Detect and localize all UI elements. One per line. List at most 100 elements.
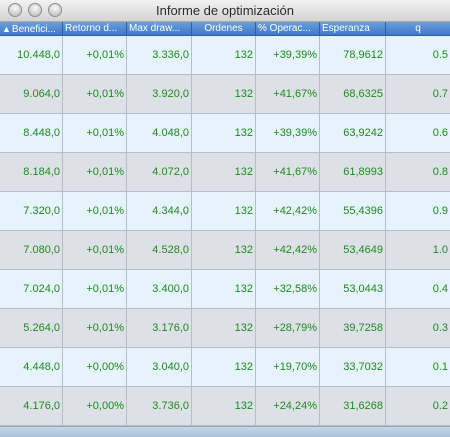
cell-max-drawdown: 3.176,0 <box>127 309 192 347</box>
column-header-max-drawdown[interactable]: Max draw... <box>127 22 192 36</box>
cell-ordenes: 132 <box>192 231 256 269</box>
cell-q: 0.4 <box>432 283 448 295</box>
cell-esperanza: 39,7258 <box>320 309 386 347</box>
table-header: ▲Benefici... Retorno d... Max draw... Or… <box>0 22 450 36</box>
cell-beneficio: 8.448,0 <box>0 114 63 152</box>
cell-retorno: +0,01% <box>63 309 127 347</box>
cell-retorno: +0,00% <box>63 348 127 386</box>
cell-q: 0.9 <box>432 205 448 217</box>
cell-beneficio: 7.024,0 <box>0 270 63 308</box>
column-header-operaciones[interactable]: % Operac... <box>256 22 320 36</box>
column-header-esperanza[interactable]: Esperanza <box>320 22 386 36</box>
window-titlebar: Informe de optimización <box>0 0 450 22</box>
column-header-label: Esperanza <box>322 23 370 34</box>
cell-max-drawdown: 3.920,0 <box>127 75 192 113</box>
sort-arrow-up-icon: ▲ <box>2 24 11 34</box>
column-header-ordenes[interactable]: Ordenes <box>192 22 256 36</box>
cell-esperanza: 53,0443 <box>320 270 386 308</box>
cell-ordenes: 132 <box>192 36 256 74</box>
table-row[interactable]: 7.320,0 +0,01% 4.344,0 132 +42,42% 55,4396 0.9 <box>0 192 450 231</box>
minimize-window-button[interactable] <box>28 3 42 17</box>
cell-q: 0.6 <box>432 127 448 139</box>
column-header-beneficio[interactable]: ▲Benefici... <box>0 22 63 36</box>
cell-beneficio: 9.064,0 <box>0 75 63 113</box>
cell-operaciones: +32,58% <box>256 270 320 308</box>
cell-max-drawdown: 4.072,0 <box>127 153 192 191</box>
cell-operaciones: +39,39% <box>256 114 320 152</box>
table-row[interactable]: 5.264,0 +0,01% 3.176,0 132 +28,79% 39,7258 0.3 <box>0 309 450 348</box>
results-table: 10.448,0 +0,01% 3.336,0 132 +39,39% 78,9612 0.… <box>0 36 450 426</box>
cell-esperanza: 63,9242 <box>320 114 386 152</box>
zoom-window-button[interactable] <box>48 3 62 17</box>
table-footer-bar <box>0 426 450 437</box>
cell-beneficio: 7.320,0 <box>0 192 63 230</box>
cell-esperanza: 61,8993 <box>320 153 386 191</box>
cell-beneficio: 10.448,0 <box>0 36 63 74</box>
cell-operaciones: +19,70% <box>256 348 320 386</box>
cell-operaciones: +42,42% <box>256 231 320 269</box>
cell-retorno: +0,01% <box>63 270 127 308</box>
cell-ordenes: 132 <box>192 348 256 386</box>
column-header-label: Max draw... <box>129 23 181 34</box>
cell-max-drawdown: 3.040,0 <box>127 348 192 386</box>
column-header-label: % Operac... <box>258 23 311 34</box>
cell-q: 0.2 <box>432 400 448 412</box>
cell-beneficio: 8.184,0 <box>0 153 63 191</box>
cell-ordenes: 132 <box>192 309 256 347</box>
cell-operaciones: +28,79% <box>256 309 320 347</box>
cell-operaciones: +24,24% <box>256 387 320 425</box>
cell-retorno: +0,01% <box>63 192 127 230</box>
table-row[interactable]: 4.176,0 +0,00% 3.736,0 132 +24,24% 31,6268 0.2 <box>0 387 450 426</box>
cell-max-drawdown: 3.336,0 <box>127 36 192 74</box>
cell-retorno: +0,01% <box>63 75 127 113</box>
column-header-q[interactable]: q <box>386 22 450 36</box>
cell-max-drawdown: 3.400,0 <box>127 270 192 308</box>
cell-esperanza: 31,6268 <box>320 387 386 425</box>
column-header-label: Benefici... <box>11 24 56 35</box>
cell-beneficio: 4.448,0 <box>0 348 63 386</box>
table-row[interactable]: 7.080,0 +0,01% 4.528,0 132 +42,42% 53,4649 1.0 <box>0 231 450 270</box>
cell-esperanza: 33,7032 <box>320 348 386 386</box>
cell-retorno: +0,01% <box>63 114 127 152</box>
column-header-label: Retorno d... <box>65 23 118 34</box>
window-title: Informe de optimización <box>155 3 294 18</box>
cell-q: 0.5 <box>432 49 448 61</box>
table-row[interactable]: 9.064,0 +0,01% 3.920,0 132 +41,67% 68,6325 0.7 <box>0 75 450 114</box>
cell-q: 0.1 <box>432 361 448 373</box>
table-row[interactable]: 4.448,0 +0,00% 3.040,0 132 +19,70% 33,7032 0.1 <box>0 348 450 387</box>
cell-esperanza: 78,9612 <box>320 36 386 74</box>
table-row[interactable]: 10.448,0 +0,01% 3.336,0 132 +39,39% 78,9612 0.… <box>0 36 450 75</box>
cell-ordenes: 132 <box>192 387 256 425</box>
cell-max-drawdown: 4.528,0 <box>127 231 192 269</box>
column-header-retorno[interactable]: Retorno d... <box>63 22 127 36</box>
table-row[interactable]: 8.448,0 +0,01% 4.048,0 132 +39,39% 63,9242 0.6 <box>0 114 450 153</box>
cell-beneficio: 7.080,0 <box>0 231 63 269</box>
cell-q: 1.0 <box>432 244 448 256</box>
column-header-label: q <box>415 23 421 34</box>
cell-operaciones: +41,67% <box>256 153 320 191</box>
cell-operaciones: +41,67% <box>256 75 320 113</box>
table-row[interactable]: 7.024,0 +0,01% 3.400,0 132 +32,58% 53,0443 0.4 <box>0 270 450 309</box>
cell-max-drawdown: 4.048,0 <box>127 114 192 152</box>
cell-esperanza: 53,4649 <box>320 231 386 269</box>
cell-beneficio: 5.264,0 <box>0 309 63 347</box>
cell-beneficio: 4.176,0 <box>0 387 63 425</box>
cell-retorno: +0,01% <box>63 36 127 74</box>
cell-ordenes: 132 <box>192 153 256 191</box>
cell-q: 0.8 <box>432 166 448 178</box>
cell-operaciones: +42,42% <box>256 192 320 230</box>
table-row[interactable]: 8.184,0 +0,01% 4.072,0 132 +41,67% 61,8993 0.8 <box>0 153 450 192</box>
cell-ordenes: 132 <box>192 270 256 308</box>
cell-q: 0.7 <box>432 88 448 100</box>
cell-operaciones: +39,39% <box>256 36 320 74</box>
cell-esperanza: 68,6325 <box>320 75 386 113</box>
cell-max-drawdown: 4.344,0 <box>127 192 192 230</box>
cell-esperanza: 55,4396 <box>320 192 386 230</box>
cell-retorno: +0,00% <box>63 387 127 425</box>
cell-retorno: +0,01% <box>63 231 127 269</box>
cell-ordenes: 132 <box>192 75 256 113</box>
cell-q: 0.3 <box>432 322 448 334</box>
close-window-button[interactable] <box>8 3 22 17</box>
column-header-label: Ordenes <box>204 23 243 34</box>
cell-retorno: +0,01% <box>63 153 127 191</box>
